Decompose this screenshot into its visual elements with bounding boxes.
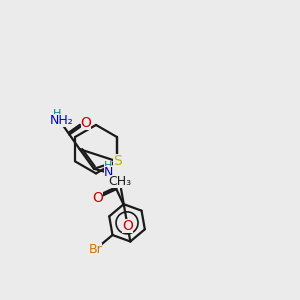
Text: N: N <box>104 166 113 179</box>
Text: S: S <box>112 154 122 168</box>
Text: CH₃: CH₃ <box>108 175 131 188</box>
Text: H: H <box>52 109 61 119</box>
Text: NH₂: NH₂ <box>49 114 73 127</box>
Text: H: H <box>103 161 112 171</box>
Text: Br: Br <box>88 243 102 256</box>
Text: O: O <box>81 116 92 130</box>
Text: O: O <box>122 218 133 233</box>
Text: O: O <box>92 191 103 205</box>
